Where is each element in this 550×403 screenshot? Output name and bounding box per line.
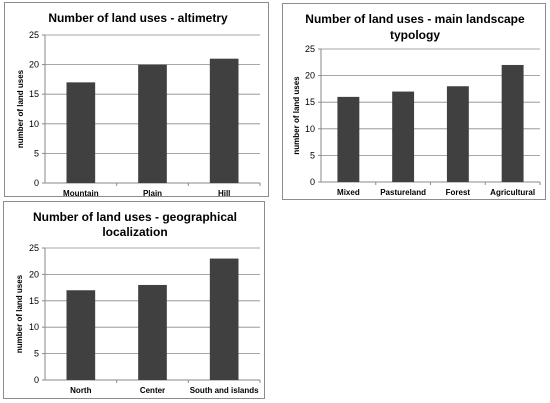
x-category-label: Forest [446, 188, 471, 197]
bar [209, 258, 239, 380]
bar [501, 64, 524, 182]
chart-panel-geographical-localization: Number of land uses - geographical locali… [3, 201, 265, 399]
chart-svg: Number of land uses - altimetry 0 5 10 15 20 2… [16, 11, 261, 198]
y-tick-label: 0 [310, 177, 315, 187]
chart-title: typology [390, 28, 440, 42]
y-tick-label: 0 [34, 178, 39, 188]
chart-svg: Number of land uses - geographicallocali… [15, 210, 261, 395]
bar [392, 91, 415, 182]
y-tick-label: 25 [29, 243, 39, 253]
chart-title: Number of land uses - main landscape [305, 12, 525, 26]
bar [66, 82, 96, 183]
y-tick-label: 15 [29, 296, 39, 306]
bar [446, 86, 469, 182]
chart-title: localization [102, 225, 167, 239]
bar [209, 58, 239, 183]
y-tick-label: 5 [34, 148, 39, 158]
y-tick-label: 15 [305, 97, 315, 107]
bar [66, 290, 96, 380]
y-axis-label: number of land uses [292, 76, 301, 155]
chart-title: Number of land uses - geographical [33, 210, 237, 224]
y-tick-label: 15 [29, 89, 39, 99]
y-tick-label: 5 [34, 349, 39, 359]
x-category-label: Mountain [63, 189, 99, 198]
bar [337, 96, 360, 182]
chart-svg: Number of land uses - main landscape typo… [292, 12, 541, 197]
y-tick-label: 25 [305, 44, 315, 54]
x-category-label: South and islands [190, 386, 259, 395]
chart-panel-landscape-typology: Number of land uses - main landscape typo… [282, 3, 546, 200]
x-category-label: Hill [218, 189, 230, 198]
chart-panel-altimetry: Number of land uses - altimetry 0 5 10 15 20 2… [4, 2, 269, 198]
y-axis-label: number of land uses [15, 274, 24, 353]
x-category-label: North [70, 386, 91, 395]
y-tick-label: 10 [29, 119, 39, 129]
x-category-label: Center [140, 386, 165, 395]
y-tick-label: 20 [29, 269, 39, 279]
y-tick-label: 25 [29, 30, 39, 40]
y-tick-label: 10 [305, 124, 315, 134]
y-tick-label: 20 [29, 60, 39, 70]
bar [138, 284, 167, 380]
x-category-label: Agricultural [490, 188, 535, 197]
y-tick-label: 5 [310, 150, 315, 160]
bar [138, 64, 167, 183]
chart-title: Number of land uses - altimetry [48, 11, 228, 25]
y-axis-label: number of land uses [16, 69, 25, 148]
y-tick-label: 20 [305, 71, 315, 81]
x-category-label: Mixed [337, 188, 360, 197]
y-tick-label: 10 [29, 322, 39, 332]
x-category-label: Plain [143, 189, 162, 198]
y-tick-label: 0 [34, 375, 39, 385]
x-category-label: Pastureland [380, 188, 426, 197]
